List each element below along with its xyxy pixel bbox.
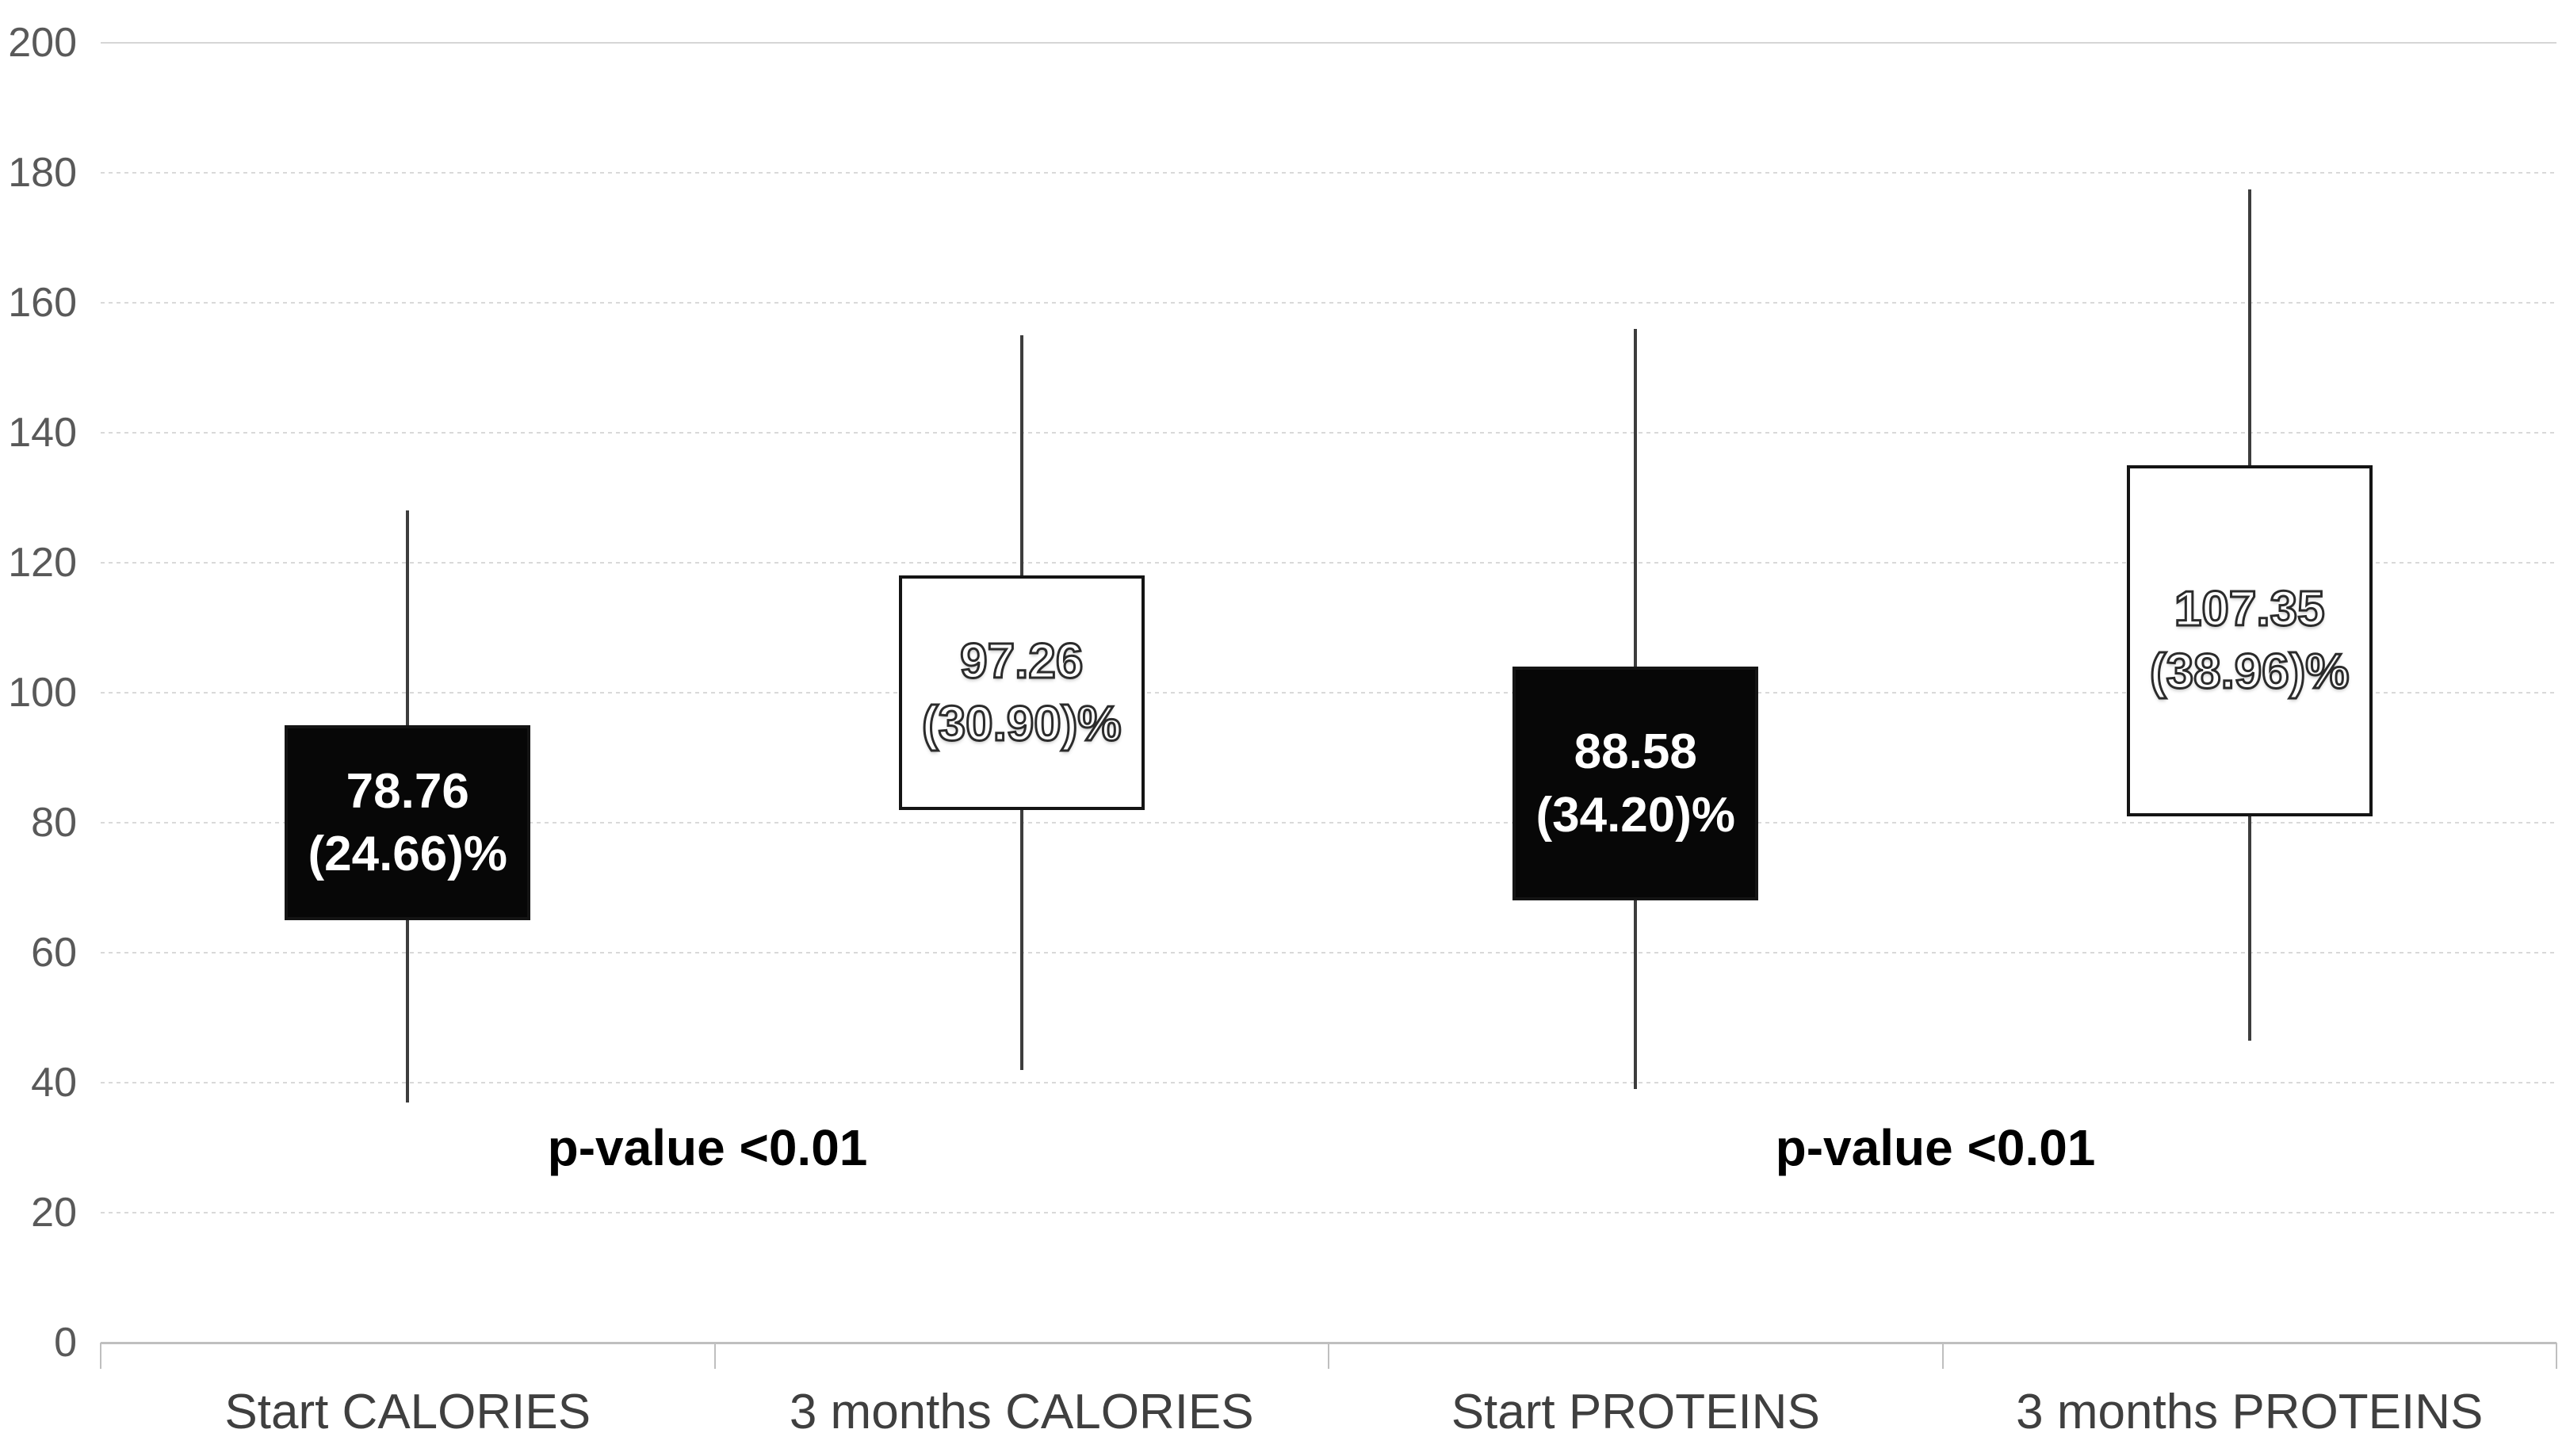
x-category-label: Start PROTEINS (1451, 1385, 1820, 1439)
y-axis-tick-label: 80 (31, 800, 77, 846)
y-axis-tick-label: 120 (8, 540, 77, 586)
y-gridline (101, 952, 2556, 953)
y-axis-tick-label: 60 (31, 930, 77, 976)
box-mean-label: 78.76 (346, 763, 469, 819)
y-axis-tick-label: 200 (8, 20, 77, 66)
y-gridline (101, 302, 2556, 304)
box-3: 88.58 (34.20)% (1512, 667, 1759, 901)
x-category-label: 3 months CALORIES (789, 1385, 1254, 1439)
x-axis-tick (2556, 1343, 2557, 1369)
x-axis-tick (1328, 1343, 1329, 1369)
y-axis-tick-label: 180 (8, 150, 77, 196)
y-gridline (101, 172, 2556, 174)
x-category-label: Start CALORIES (224, 1385, 591, 1439)
y-axis-tick-label: 160 (8, 280, 77, 326)
x-axis-tick (100, 1343, 101, 1369)
box-1: 78.76 (24.66)% (285, 725, 531, 920)
x-category-label: 3 months PROTEINS (2016, 1385, 2484, 1439)
box-mean-label: 88.58 (1574, 724, 1697, 780)
box-2: 97.26 (30.90)% (898, 575, 1145, 810)
box-mean-label: 97.26 (959, 632, 1084, 690)
p-value-annotation: p-value <0.01 (547, 1119, 868, 1176)
y-axis-tick-label: 140 (8, 410, 77, 456)
box-mean-label: 107.35 (2173, 581, 2326, 638)
y-gridline (101, 432, 2556, 434)
box-4: 107.35 (38.96)% (2126, 465, 2373, 816)
y-axis-tick-label: 100 (8, 670, 77, 716)
box-percent-label: (24.66)% (308, 827, 508, 881)
box-percent-label: (30.90)% (920, 695, 1122, 752)
y-gridline (101, 562, 2556, 564)
y-axis-tick-label: 0 (54, 1320, 77, 1366)
y-gridline (101, 1212, 2556, 1213)
y-gridline (101, 822, 2556, 824)
y-gridline (101, 42, 2556, 44)
y-axis-tick-label: 40 (31, 1060, 77, 1106)
box-percent-label: (34.20)% (1535, 787, 1736, 843)
y-gridline (101, 1082, 2556, 1083)
y-gridline (101, 692, 2556, 694)
x-axis-tick (1941, 1343, 1944, 1369)
x-axis-tick (713, 1343, 716, 1369)
p-value-annotation: p-value <0.01 (1775, 1119, 2096, 1176)
box-percent-label: (38.96)% (2148, 644, 2350, 701)
y-axis-tick-label: 20 (31, 1190, 77, 1236)
